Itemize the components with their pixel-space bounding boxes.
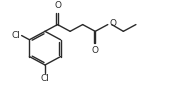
- Text: O: O: [54, 1, 61, 10]
- Text: O: O: [92, 46, 99, 55]
- Text: Cl: Cl: [12, 31, 21, 40]
- Text: O: O: [110, 19, 117, 28]
- Text: Cl: Cl: [40, 74, 49, 83]
